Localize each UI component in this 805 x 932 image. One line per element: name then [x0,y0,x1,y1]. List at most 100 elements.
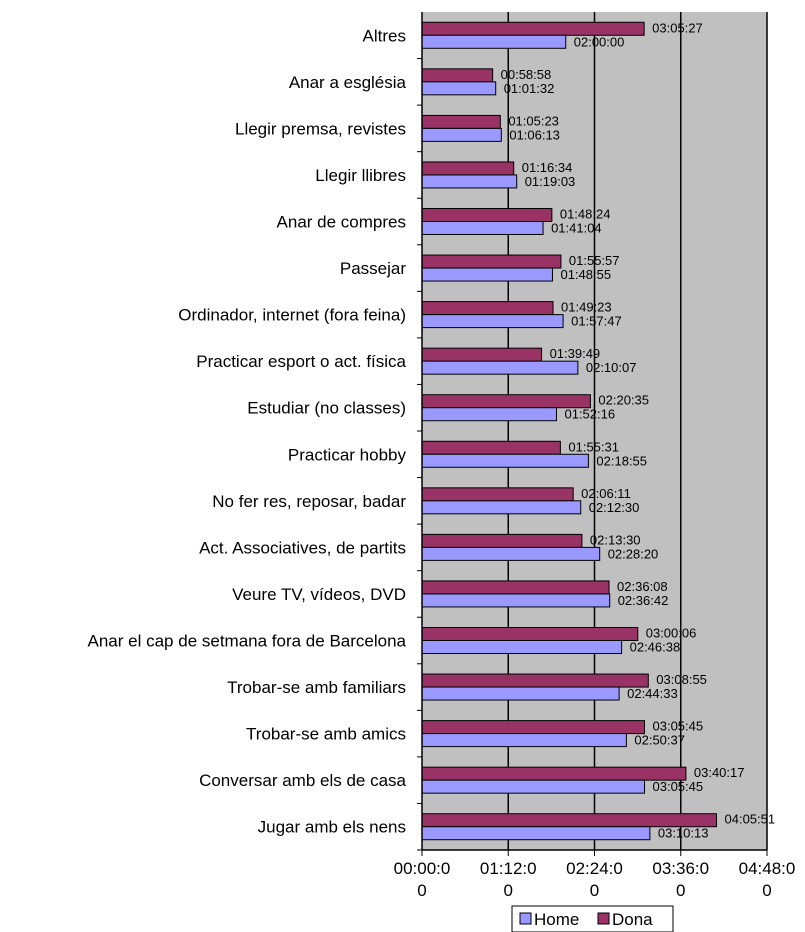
value-label-home: 02:00:00 [574,34,625,49]
value-label-home: 03:10:13 [658,826,709,841]
value-label-home: 02:50:37 [634,733,685,748]
value-label-home: 01:19:03 [525,174,576,189]
value-label-dona: 03:08:55 [656,672,707,687]
gridlines [507,12,768,850]
legend-label-dona: Dona [612,910,653,929]
value-label-dona: 03:05:45 [653,719,704,734]
x-tick-label: 0 [504,881,513,900]
legend-swatch-home [519,912,532,925]
value-label-dona: 03:40:17 [694,765,745,780]
x-tick-label: 04:48:0 [739,859,796,878]
legend: Home Dona [511,905,674,932]
bar-dona [421,673,649,688]
category-labels: Altres Anar a església Llegir premsa, revi… [88,26,422,851]
x-axis-ticks: 00:00:0 0 01:12:0 0 02:24:0 0 03:36:0 0 04:48:0 0 [394,850,796,900]
category-label: Estudiar (no classes) [247,399,406,418]
value-label-dona: 00:58:58 [501,67,552,82]
value-label-dona: 02:13:30 [590,532,641,547]
value-label-home: 02:12:30 [589,500,640,515]
x-tick-label: 0 [676,881,685,900]
category-label: Anar a església [289,73,407,92]
bar-home [421,174,518,189]
bar-home [421,686,620,701]
bar-dona [421,301,554,316]
category-label: Trobar-se amb amics [246,725,406,744]
bar-dona [421,487,574,502]
value-label-dona: 03:00:06 [646,626,697,641]
bar-dona [421,580,610,595]
value-label-dona: 01:39:49 [550,346,601,361]
category-label: Veure TV, vídeos, DVD [232,585,406,604]
bars [421,21,718,841]
value-label-home: 01:06:13 [509,127,560,142]
category-label: Act. Associatives, de partits [199,538,406,557]
value-label-dona: 04:05:51 [725,812,776,827]
bar-dona [421,161,515,176]
value-label-home: 02:36:42 [618,593,669,608]
value-label-dona: 01:49:23 [561,300,612,315]
bar-home [421,826,651,841]
bar-dona [421,254,562,269]
value-label-home: 02:28:20 [608,546,659,561]
bar-home [421,221,544,235]
legend-swatch-dona [597,912,610,925]
value-label-dona: 02:36:08 [617,579,668,594]
bar-dona [421,347,543,362]
value-label-home: 03:05:45 [653,779,704,794]
category-label: Ordinador, internet (fora feina) [178,306,406,325]
category-label: Passejar [340,259,406,278]
category-label: Practicar esport o act. física [196,352,406,371]
bar-home [421,733,627,748]
value-label-dona: 01:16:34 [522,160,573,175]
category-label: Conversar amb els de casa [199,771,406,790]
x-tick-label: 02:24:0 [566,859,623,878]
value-label-dona: 01:55:57 [569,253,620,268]
value-label-dona: 01:48:24 [560,207,611,222]
x-tick-label: 03:36:0 [652,859,709,878]
category-label: Anar el cap de setmana fora de Barcelona [88,632,407,651]
bar-home [421,500,582,515]
value-label-dona: 03:05:27 [652,20,703,35]
bar-home [421,360,579,375]
bar-home [421,34,567,49]
bar-home [421,407,557,422]
value-label-dona: 02:20:35 [598,393,649,408]
bar-home [421,779,646,794]
category-label: Llegir premsa, revistes [235,119,406,138]
category-label: Anar de compres [277,213,406,232]
legend-box [511,905,674,932]
bar-home [421,640,623,654]
category-label: Llegir llibres [315,166,406,185]
value-label-home: 01:52:16 [564,407,615,422]
x-tick-label: 0 [590,881,599,900]
bar-dona [421,68,494,83]
bar-home [421,127,502,142]
bar-dona [421,440,561,455]
value-label-dona: 01:55:31 [568,439,619,454]
bar-dona [421,720,646,735]
value-label-home: 01:57:47 [571,314,622,329]
category-label: Altres [363,26,406,45]
bar-home [421,453,589,468]
bar-home [421,314,564,329]
x-tick-label: 0 [762,881,771,900]
category-label: Jugar amb els nens [258,818,406,837]
bar-dona [421,533,583,548]
bar-home [421,546,601,561]
bar-home [421,593,611,608]
x-tick-label: 00:00:0 [394,859,451,878]
bar-dona [421,208,553,222]
value-label-home: 02:18:55 [596,453,647,468]
value-label-home: 02:44:33 [627,686,678,701]
category-label: No fer res, reposar, badar [212,492,406,511]
value-label-home: 02:46:38 [630,640,681,655]
value-label-dona: 02:06:11 [581,486,631,501]
bar-home [421,267,553,282]
value-label-home: 02:10:07 [586,360,637,375]
value-label-home: 01:01:32 [504,81,555,96]
bar-dona [421,114,501,129]
value-label-home: 01:48:55 [560,267,611,282]
